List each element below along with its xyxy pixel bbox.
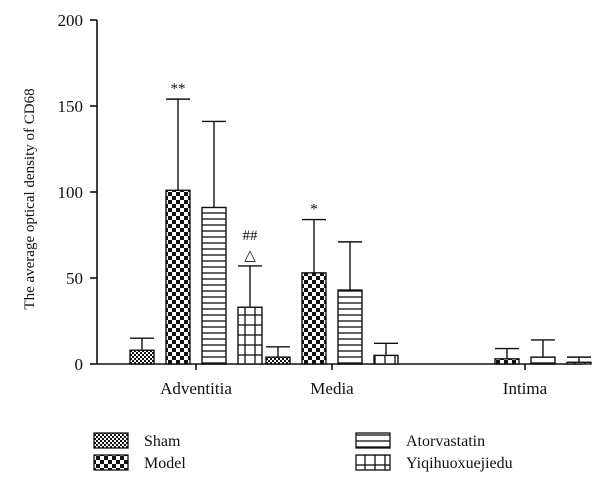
significance-label: * <box>310 202 318 218</box>
legend-swatch <box>355 432 391 449</box>
bar <box>237 306 263 365</box>
y-tick-label: 50 <box>66 269 83 288</box>
bar <box>530 356 556 365</box>
x-tick-label: Intima <box>503 379 548 398</box>
legend: Sham Model Atorvastatin Yiqihuoxuejiedu <box>93 432 513 472</box>
legend-swatch <box>93 454 129 471</box>
bar <box>337 289 363 365</box>
legend-label: Sham <box>144 433 181 450</box>
significance-label: ** <box>171 81 186 97</box>
y-tick-label: 100 <box>58 183 84 202</box>
bar <box>566 361 592 365</box>
bar <box>201 206 227 365</box>
y-tick-label: 200 <box>58 11 84 30</box>
bar <box>494 358 520 365</box>
bar <box>265 356 291 365</box>
bar <box>129 349 155 365</box>
significance-label: △ <box>244 248 256 264</box>
y-axis-label: The average optical density of CD68 <box>22 88 38 309</box>
legend-swatch <box>93 432 129 449</box>
y-tick-label: 0 <box>75 355 84 374</box>
legend-label: Atorvastatin <box>406 433 485 450</box>
bar <box>165 189 191 365</box>
plot-area: 0 50 100 150 200 The average optical density … <box>22 11 592 398</box>
bar <box>301 272 327 365</box>
significance-label: ## <box>243 228 259 244</box>
x-tick-label: Media <box>310 379 354 398</box>
y-tick-label: 150 <box>58 97 84 116</box>
x-tick-label: Adventitia <box>160 379 232 398</box>
legend-label: Yiqihuoxuejiedu <box>406 455 513 472</box>
legend-swatch <box>355 454 391 471</box>
legend-label: Model <box>144 455 186 472</box>
bar <box>373 354 399 365</box>
